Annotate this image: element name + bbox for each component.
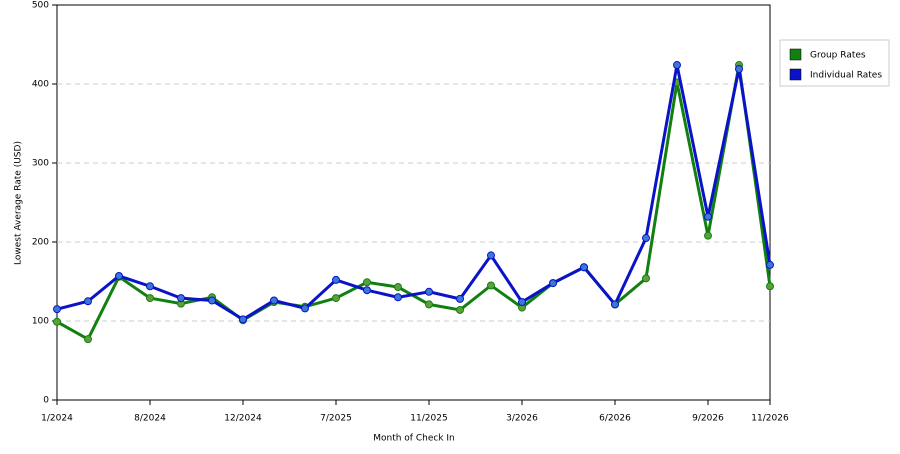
- x-tick-label: 8/2024: [134, 414, 166, 424]
- data-point: [301, 304, 309, 313]
- data-point: [53, 305, 61, 314]
- x-tick-label: 11/2026: [751, 414, 789, 424]
- data-point: [363, 278, 371, 287]
- data-point: [642, 274, 650, 283]
- data-point: [704, 231, 712, 240]
- data-point: [766, 260, 774, 269]
- x-tick-label: 1/2024: [41, 414, 73, 424]
- data-point: [611, 300, 619, 309]
- x-tick-label: 6/2026: [599, 414, 631, 424]
- x-tick-label: 9/2026: [692, 414, 724, 424]
- data-point: [704, 212, 712, 221]
- data-point: [487, 251, 495, 260]
- legend-swatch: [789, 48, 802, 61]
- data-point: [580, 263, 588, 272]
- y-tick-label: 300: [32, 159, 49, 169]
- data-point: [239, 315, 247, 324]
- data-point: [363, 286, 371, 295]
- y-tick-label: 500: [32, 1, 49, 11]
- data-point: [84, 297, 92, 306]
- data-point: [115, 271, 123, 280]
- data-point: [735, 64, 743, 73]
- y-axis-label: Lowest Average Rate (USD): [14, 141, 24, 265]
- data-point: [208, 296, 216, 305]
- data-point: [394, 293, 402, 302]
- x-tick-label: 3/2026: [506, 414, 538, 424]
- data-point: [549, 279, 557, 288]
- data-point: [53, 317, 61, 326]
- data-point: [146, 282, 154, 291]
- plot-area: [56, 4, 771, 401]
- data-point: [518, 298, 526, 307]
- data-point: [177, 294, 185, 303]
- y-tick-label: 400: [32, 80, 49, 90]
- legend-label: Individual Rates: [810, 71, 882, 81]
- data-point: [270, 296, 278, 305]
- x-axis-label: Month of Check In: [373, 434, 455, 444]
- series-line: [56, 64, 772, 322]
- data-point: [642, 234, 650, 243]
- y-tick-label: 0: [43, 396, 49, 406]
- data-point: [673, 61, 681, 70]
- data-point: [425, 300, 433, 309]
- legend-label: Group Rates: [810, 51, 866, 61]
- data-point: [146, 294, 154, 303]
- x-tick-label: 12/2024: [224, 414, 262, 424]
- x-tick-label: 7/2025: [320, 414, 352, 424]
- data-point: [456, 294, 464, 303]
- data-point: [332, 294, 340, 303]
- x-tick-label: 11/2025: [410, 414, 447, 424]
- data-point: [766, 282, 774, 291]
- data-point: [394, 283, 402, 292]
- data-point: [456, 305, 464, 314]
- y-tick-label: 200: [32, 238, 49, 248]
- data-point: [425, 287, 433, 296]
- data-point: [332, 275, 340, 284]
- data-point: [487, 281, 495, 290]
- data-point: [84, 335, 92, 344]
- legend-swatch: [789, 68, 802, 81]
- y-tick-label: 100: [32, 317, 49, 327]
